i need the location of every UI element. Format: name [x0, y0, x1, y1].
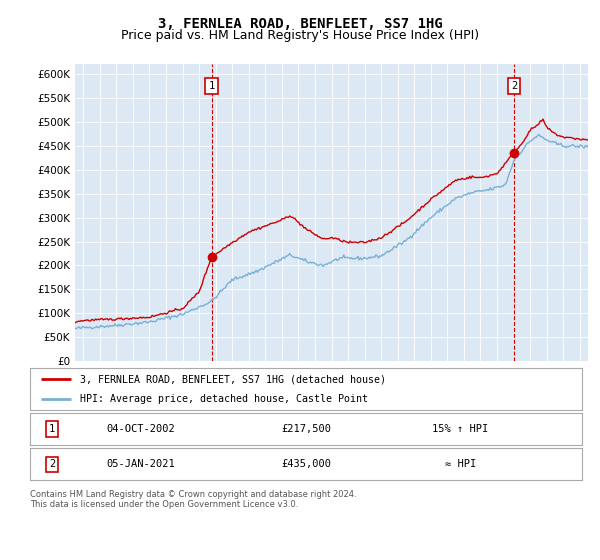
Text: 05-JAN-2021: 05-JAN-2021: [106, 459, 175, 469]
Text: 1: 1: [208, 81, 215, 91]
Text: 3, FERNLEA ROAD, BENFLEET, SS7 1HG: 3, FERNLEA ROAD, BENFLEET, SS7 1HG: [158, 17, 442, 31]
Text: 3, FERNLEA ROAD, BENFLEET, SS7 1HG (detached house): 3, FERNLEA ROAD, BENFLEET, SS7 1HG (deta…: [80, 374, 386, 384]
Text: ≈ HPI: ≈ HPI: [445, 459, 476, 469]
Text: Contains HM Land Registry data © Crown copyright and database right 2024.
This d: Contains HM Land Registry data © Crown c…: [30, 490, 356, 510]
Text: 2: 2: [511, 81, 517, 91]
Text: HPI: Average price, detached house, Castle Point: HPI: Average price, detached house, Cast…: [80, 394, 368, 404]
Text: £435,000: £435,000: [281, 459, 331, 469]
Text: 04-OCT-2002: 04-OCT-2002: [106, 424, 175, 434]
Text: Price paid vs. HM Land Registry's House Price Index (HPI): Price paid vs. HM Land Registry's House …: [121, 29, 479, 42]
Text: 2: 2: [49, 459, 55, 469]
Text: 1: 1: [49, 424, 55, 434]
Text: 15% ↑ HPI: 15% ↑ HPI: [433, 424, 488, 434]
Text: £217,500: £217,500: [281, 424, 331, 434]
